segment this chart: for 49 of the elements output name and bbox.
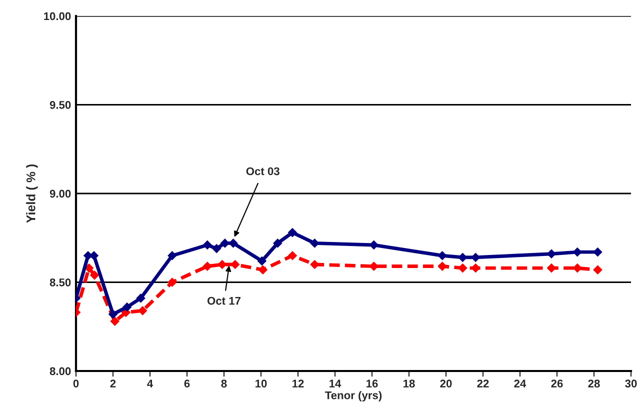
annotation: Oct 17 <box>207 296 240 305</box>
point <box>110 316 120 326</box>
x-tick-label: 22 <box>477 380 489 388</box>
x-tick-label: 0 <box>73 380 79 388</box>
point <box>458 264 468 272</box>
x-tick-label: 26 <box>551 380 563 388</box>
x-tick-label: 28 <box>588 380 600 388</box>
x-tick-label: 20 <box>440 380 452 388</box>
x-tick-label: 8 <box>221 380 227 388</box>
point <box>258 265 268 274</box>
point <box>212 244 222 253</box>
point <box>168 251 177 260</box>
point <box>168 278 177 287</box>
point <box>257 256 266 266</box>
point <box>288 228 297 237</box>
x-tick-label: 18 <box>404 380 415 388</box>
y-axis-title: Yield ( % ) <box>26 164 38 223</box>
x-tick-label: 6 <box>184 380 190 388</box>
point <box>202 262 212 271</box>
point <box>108 310 118 319</box>
x-tick-label: 12 <box>292 380 304 388</box>
y-tick-label: 10.00 <box>44 12 71 20</box>
x-tick-label: 14 <box>330 380 342 388</box>
point <box>136 294 146 303</box>
point <box>438 262 447 271</box>
point <box>572 264 582 272</box>
x-tick-label: 10 <box>256 380 267 388</box>
y-tick-label: 8.00 <box>50 367 71 376</box>
point <box>90 270 99 280</box>
point <box>593 265 602 274</box>
point <box>547 249 556 258</box>
point <box>273 238 282 248</box>
point <box>138 306 148 316</box>
x-tick-label: 16 <box>366 380 378 388</box>
point <box>84 264 94 272</box>
x-axis-title: Tenor (yrs) <box>325 391 382 402</box>
point <box>288 251 297 260</box>
x-tick-label: 4 <box>147 380 154 388</box>
y-tick-label: 8.50 <box>50 278 71 286</box>
x-tick-label: 2 <box>110 380 116 388</box>
point <box>438 251 447 260</box>
point <box>122 302 132 312</box>
annotation: Oct 03 <box>246 167 280 176</box>
point <box>220 238 230 248</box>
y-tick-label: 9.50 <box>50 101 71 109</box>
x-tick-label: 30 <box>625 380 637 388</box>
x-tick-label: 24 <box>514 380 526 388</box>
point <box>202 240 212 250</box>
y-tick-label: 9.00 <box>50 190 71 198</box>
